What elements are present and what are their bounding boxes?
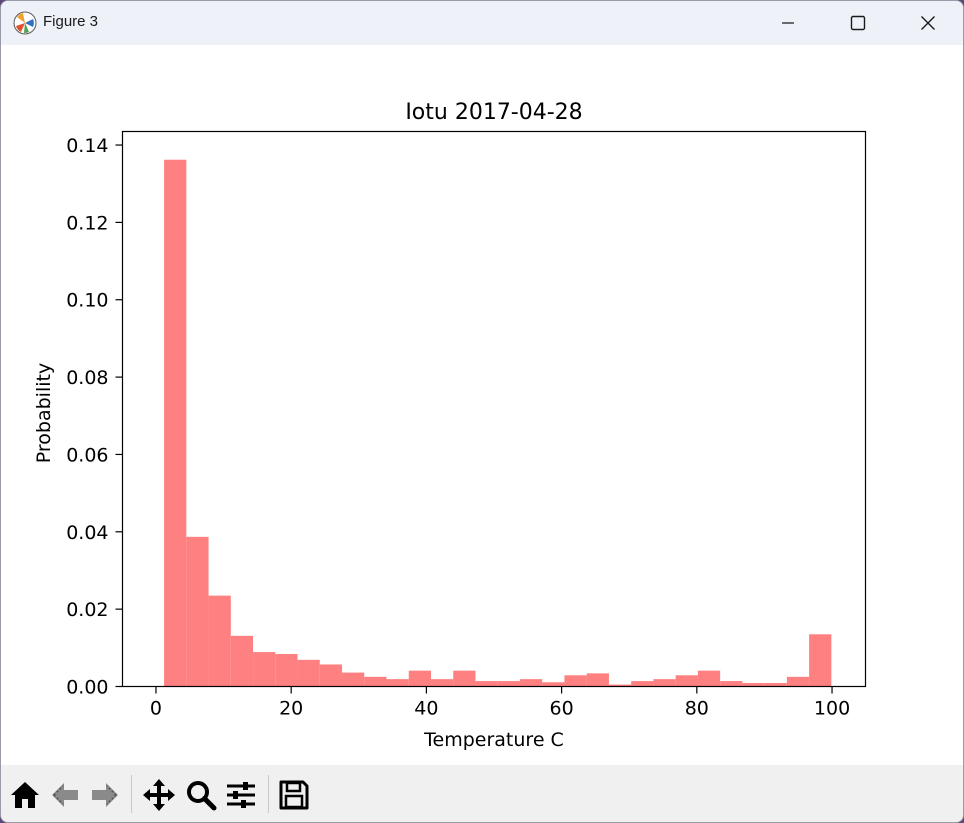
histogram-bar <box>697 670 721 687</box>
histogram-bar <box>631 681 654 687</box>
histogram-bar <box>386 679 409 687</box>
maximize-icon <box>850 15 866 31</box>
close-button[interactable] <box>893 1 963 45</box>
y-ticks: 0.00 0.02 0.04 0.06 0.08 0.10 0.12 0.14 <box>66 135 123 699</box>
window-title: Figure 3 <box>43 13 99 30</box>
y-axis-label: Probability <box>33 363 55 463</box>
toolbar-separator <box>268 775 269 813</box>
x-tick-label: 100 <box>814 698 850 720</box>
histogram-bar <box>453 670 476 687</box>
minimize-icon <box>782 22 794 24</box>
histogram-bar <box>519 679 543 687</box>
y-tick-label: 0.08 <box>66 367 108 389</box>
close-icon <box>921 16 935 30</box>
histogram-bar <box>164 159 187 687</box>
histogram-bar <box>497 681 520 687</box>
y-tick-label: 0.06 <box>66 444 108 466</box>
histogram-chart: 0 20 40 60 80 100 0.00 0.02 0.04 0.06 0.08 0.10 0.1… <box>33 100 867 751</box>
histogram-bar <box>430 679 454 687</box>
back-icon <box>52 783 78 807</box>
forward-icon <box>92 783 118 807</box>
histogram-bar <box>319 664 343 687</box>
minimize-button[interactable] <box>753 1 823 45</box>
save-button[interactable] <box>276 777 312 813</box>
histogram-bar <box>720 681 743 687</box>
histogram-bar <box>342 672 365 687</box>
zoom-icon <box>187 781 217 811</box>
y-tick-label: 0.14 <box>66 135 108 157</box>
x-ticks: 0 20 40 60 80 100 <box>150 686 850 720</box>
forward-button[interactable] <box>87 777 123 813</box>
configure-subplots-button[interactable] <box>223 777 259 813</box>
x-tick-label: 0 <box>150 698 162 720</box>
histogram-bar <box>408 670 431 687</box>
toolbar-separator <box>131 775 132 813</box>
histogram-bar <box>608 684 632 687</box>
y-tick-label: 0.10 <box>66 290 108 312</box>
histogram-bar <box>208 595 231 687</box>
histogram-bar <box>742 683 765 687</box>
pan-button[interactable] <box>141 777 177 813</box>
x-tick-label: 20 <box>279 698 303 720</box>
histogram-bar <box>586 673 609 687</box>
histogram-bar <box>275 654 298 687</box>
pan-icon <box>143 779 175 811</box>
y-tick-label: 0.04 <box>66 522 108 544</box>
maximize-button[interactable] <box>823 1 893 45</box>
histogram-bar <box>675 675 698 687</box>
histogram-bar <box>653 679 676 687</box>
x-axis-label: Temperature C <box>423 729 564 751</box>
histogram-bar <box>186 536 209 687</box>
home-button[interactable] <box>7 777 43 813</box>
bars-layer <box>164 159 832 687</box>
histogram-bar <box>230 635 254 687</box>
title-bar[interactable]: Figure 3 <box>1 1 963 45</box>
histogram-bar <box>564 675 587 687</box>
x-tick-label: 40 <box>414 698 438 720</box>
figure-canvas[interactable]: 0 20 40 60 80 100 0.00 0.02 0.04 0.06 0.08 0.10 0.1… <box>1 45 963 765</box>
matplotlib-logo-icon <box>13 11 37 35</box>
navigation-toolbar <box>1 765 963 822</box>
histogram-bar <box>297 659 320 687</box>
chart-title: Iotu 2017-04-28 <box>405 100 582 125</box>
histogram-bar <box>475 681 498 687</box>
configure-subplots-icon <box>227 782 255 808</box>
histogram-bar <box>542 682 565 687</box>
zoom-button[interactable] <box>183 777 219 813</box>
histogram-bar <box>786 676 810 687</box>
x-tick-label: 80 <box>685 698 709 720</box>
back-button[interactable] <box>47 777 83 813</box>
y-tick-label: 0.12 <box>66 212 108 234</box>
histogram-bar <box>253 652 276 687</box>
x-tick-label: 60 <box>550 698 574 720</box>
save-icon <box>279 780 309 810</box>
axes-frame <box>121 130 867 688</box>
y-tick-label: 0.00 <box>66 677 108 699</box>
home-icon <box>11 782 39 808</box>
histogram-bar <box>764 683 787 687</box>
histogram-bar <box>364 676 387 687</box>
y-tick-label: 0.02 <box>66 599 108 621</box>
histogram-bar <box>809 634 832 687</box>
